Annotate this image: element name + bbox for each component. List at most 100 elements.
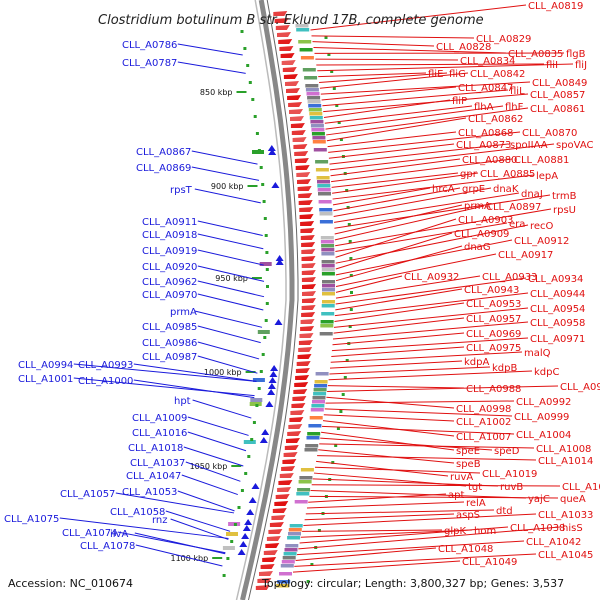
gene-label-sped: speD bbox=[494, 446, 520, 457]
gene-label-cll-a0971: CLL_A0971 bbox=[530, 334, 585, 345]
cog-category-block bbox=[316, 372, 329, 376]
reverse-gene-arrow bbox=[302, 291, 316, 296]
gc-skew-dot bbox=[260, 370, 263, 373]
reverse-gene-arrow bbox=[296, 368, 310, 373]
connector-line bbox=[316, 461, 448, 476]
reverse-gene-arrow bbox=[301, 249, 315, 254]
reverse-gene-arrow bbox=[277, 487, 291, 492]
reverse-gene-arrow bbox=[298, 354, 312, 359]
cog-category-block bbox=[287, 536, 300, 540]
cog-category-block bbox=[308, 104, 321, 108]
connector-line bbox=[198, 294, 263, 310]
reverse-gene-arrow bbox=[276, 494, 290, 499]
reverse-gene-arrow bbox=[296, 165, 310, 170]
gene-label-cll-a0881: CLL_A0881 bbox=[514, 155, 569, 166]
gene-label-cll-a1004: CLL_A1004 bbox=[516, 430, 571, 441]
cog-category-block bbox=[322, 260, 335, 264]
connector-line bbox=[198, 234, 263, 249]
gc-skew-dot bbox=[251, 98, 254, 101]
gene-label-cll-a1014: CLL_A1014 bbox=[538, 456, 593, 467]
scale-mark-850-kbp: 850 kbp bbox=[200, 88, 233, 97]
gene-label-cll-a0984: CLL_A0984 bbox=[560, 382, 600, 393]
gene-label-kdpc: kdpC bbox=[534, 367, 559, 378]
gene-label-rnz: rnz bbox=[152, 515, 168, 526]
gene-label-cll-a0958: CLL_A0958 bbox=[530, 318, 585, 329]
cog-category-block bbox=[309, 108, 322, 112]
cog-category-block bbox=[322, 300, 335, 304]
cog-category-block bbox=[322, 264, 335, 268]
gene-label-cll-a0944: CLL_A0944 bbox=[530, 289, 585, 300]
reverse-gene-arrow bbox=[278, 480, 292, 485]
gene-label-cll-a0954: CLL_A0954 bbox=[530, 304, 585, 315]
gene-label-cll-a0842: CLL_A0842 bbox=[470, 69, 525, 80]
cog-category-block bbox=[283, 556, 296, 560]
gene-label-cll-a0919: CLL_A0919 bbox=[142, 246, 197, 257]
connector-line bbox=[296, 548, 436, 561]
forward-gene-arrow bbox=[265, 401, 273, 407]
reverse-gene-arrow bbox=[301, 235, 315, 240]
gc-skew-dot bbox=[266, 285, 269, 288]
gene-label-cll-a1001: CLL_A1001 bbox=[18, 374, 73, 385]
cog-category-block bbox=[305, 448, 318, 452]
gc-skew-dot bbox=[260, 166, 263, 169]
connector-line bbox=[322, 87, 456, 100]
gene-label-cll-a0909: CLL_A0909 bbox=[454, 229, 509, 240]
gene-label-cll-a0962: CLL_A0962 bbox=[142, 277, 197, 288]
reverse-gene-arrow bbox=[287, 95, 301, 100]
reverse-gene-arrow bbox=[273, 508, 287, 513]
gc-skew-dot bbox=[350, 291, 353, 294]
connector-line bbox=[178, 44, 243, 55]
gc-skew-dot bbox=[241, 30, 244, 33]
gene-label-cll-a1057: CLL_A1057 bbox=[60, 489, 115, 500]
connector-line bbox=[198, 250, 264, 265]
reverse-gene-arrow bbox=[282, 60, 296, 65]
cog-category-block bbox=[321, 320, 334, 324]
reverse-gene-arrow bbox=[289, 417, 303, 422]
reverse-gene-arrow bbox=[301, 319, 315, 324]
gc-skew-dot bbox=[258, 387, 261, 390]
gc-skew-dot bbox=[250, 438, 253, 441]
connector-line bbox=[192, 167, 259, 180]
cog-category-block bbox=[250, 398, 262, 402]
connector-line bbox=[312, 36, 475, 38]
cog-category-block bbox=[321, 312, 334, 316]
cog-category-block bbox=[308, 100, 321, 104]
gene-label-cll-a0934: CLL_A0934 bbox=[528, 274, 583, 285]
gene-label-cll-a1047: CLL_A1047 bbox=[126, 471, 181, 482]
reverse-gene-arrow bbox=[290, 410, 304, 415]
reverse-gene-arrow bbox=[284, 452, 298, 457]
cog-category-block bbox=[310, 120, 323, 124]
gene-label-cll-a0861: CLL_A0861 bbox=[530, 104, 585, 115]
reverse-gene-arrow bbox=[278, 39, 292, 44]
gene-label-flii: fliI bbox=[546, 60, 558, 71]
genome-summary-text: Topology: circular; Length: 3,800,327 bp… bbox=[261, 577, 564, 590]
gene-label-cll-a1038: CLL_A1038 bbox=[510, 523, 565, 534]
gene-label-rpst: rpsT bbox=[170, 185, 193, 196]
gene-label-flhf: flhF bbox=[505, 102, 524, 113]
connector-line bbox=[195, 189, 261, 203]
gene-label-cll-a0819: CLL_A0819 bbox=[528, 1, 583, 12]
gene-label-cll-a0985: CLL_A0985 bbox=[142, 322, 197, 333]
reverse-gene-arrow bbox=[281, 466, 295, 471]
gc-skew-dot bbox=[238, 506, 241, 509]
reverse-gene-arrow bbox=[291, 403, 305, 408]
gc-skew-dot bbox=[339, 410, 342, 413]
gc-skew-dot bbox=[263, 336, 266, 339]
connector-line bbox=[331, 347, 464, 356]
cog-category-block bbox=[301, 468, 314, 472]
cog-category-block bbox=[296, 492, 309, 496]
forward-gene-arrow bbox=[261, 429, 269, 435]
reverse-gene-arrow bbox=[274, 501, 288, 506]
cog-category-block bbox=[315, 380, 328, 384]
forward-gene-arrow bbox=[246, 509, 254, 515]
gene-label-cll-a0870: CLL_A0870 bbox=[522, 128, 577, 139]
gene-label-kdpb: kdpB bbox=[492, 363, 517, 374]
gene-label-cll-a0903: CLL_A0903 bbox=[458, 215, 513, 226]
reverse-gene-arrow bbox=[281, 53, 295, 58]
reverse-gene-arrow bbox=[261, 564, 275, 569]
gene-label-cll-a1045: CLL_A1045 bbox=[538, 550, 593, 561]
reverse-gene-arrow bbox=[284, 74, 298, 79]
cog-category-block bbox=[223, 546, 235, 550]
cog-category-block bbox=[312, 136, 325, 140]
gene-label-cll-a1009: CLL_A1009 bbox=[132, 413, 187, 424]
